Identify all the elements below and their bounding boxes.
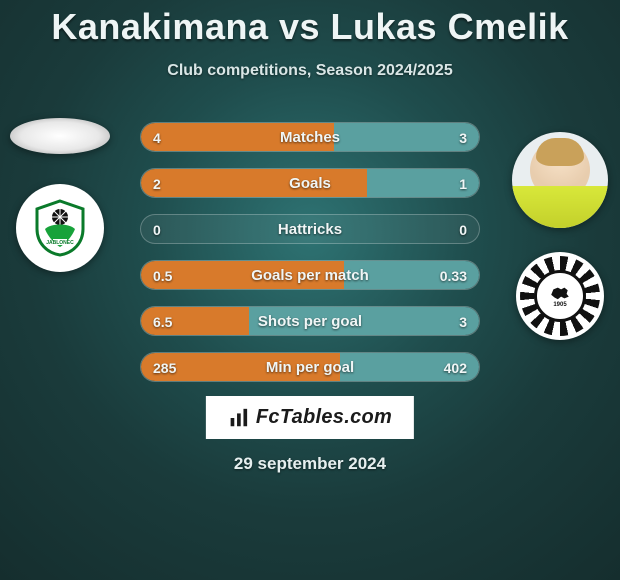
stat-value-right: 402: [444, 353, 467, 382]
season-subtitle: Club competitions, Season 2024/2025: [0, 62, 620, 80]
svg-text:JABLONEC: JABLONEC: [46, 240, 74, 246]
player-right-photo: [512, 132, 608, 228]
stat-row: 6.5 Shots per goal 3: [140, 306, 480, 336]
stat-row: 285 Min per goal 402: [140, 352, 480, 382]
stat-row: 0 Hattricks 0: [140, 214, 480, 244]
club-right-logo: 1905: [516, 252, 604, 340]
watermark-badge: FcTables.com: [206, 396, 414, 439]
snapshot-date: 29 september 2024: [0, 454, 620, 474]
jablonec-shield-icon: JABLONEC: [33, 199, 87, 257]
stat-label: Goals per match: [141, 261, 479, 290]
stat-row: 2 Goals 1: [140, 168, 480, 198]
chart-icon: [228, 407, 250, 429]
stat-label: Min per goal: [141, 353, 479, 382]
stat-value-right: 3: [459, 123, 467, 152]
hradec-center-icon: 1905: [534, 270, 586, 322]
player-left-photo: [10, 118, 110, 154]
stat-label: Goals: [141, 169, 479, 198]
headline-title: Kanakimana vs Lukas Cmelik: [0, 0, 620, 48]
stat-value-right: 0.33: [440, 261, 467, 290]
watermark-text: FcTables.com: [256, 406, 392, 429]
stat-row: 4 Matches 3: [140, 122, 480, 152]
stat-label: Matches: [141, 123, 479, 152]
stat-value-right: 3: [459, 307, 467, 336]
stat-value-right: 1: [459, 169, 467, 198]
stat-label: Shots per goal: [141, 307, 479, 336]
stat-row: 0.5 Goals per match 0.33: [140, 260, 480, 290]
player-left-column: JABLONEC: [10, 118, 110, 272]
stats-area: 4 Matches 3 2 Goals 1 0 Hattricks 0 0.5 …: [140, 122, 480, 398]
stat-value-right: 0: [459, 215, 467, 244]
comparison-infographic: Kanakimana vs Lukas Cmelik Club competit…: [0, 0, 620, 580]
stat-label: Hattricks: [141, 215, 479, 244]
player-right-column: 1905: [510, 132, 610, 340]
club-left-logo: JABLONEC: [16, 184, 104, 272]
